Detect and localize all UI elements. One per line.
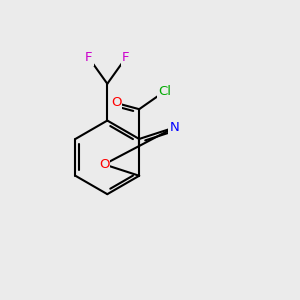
Text: O: O xyxy=(111,97,121,110)
Text: Cl: Cl xyxy=(158,85,171,98)
Text: F: F xyxy=(122,52,130,64)
Text: F: F xyxy=(85,52,93,64)
Text: O: O xyxy=(99,158,110,171)
Text: N: N xyxy=(169,121,179,134)
